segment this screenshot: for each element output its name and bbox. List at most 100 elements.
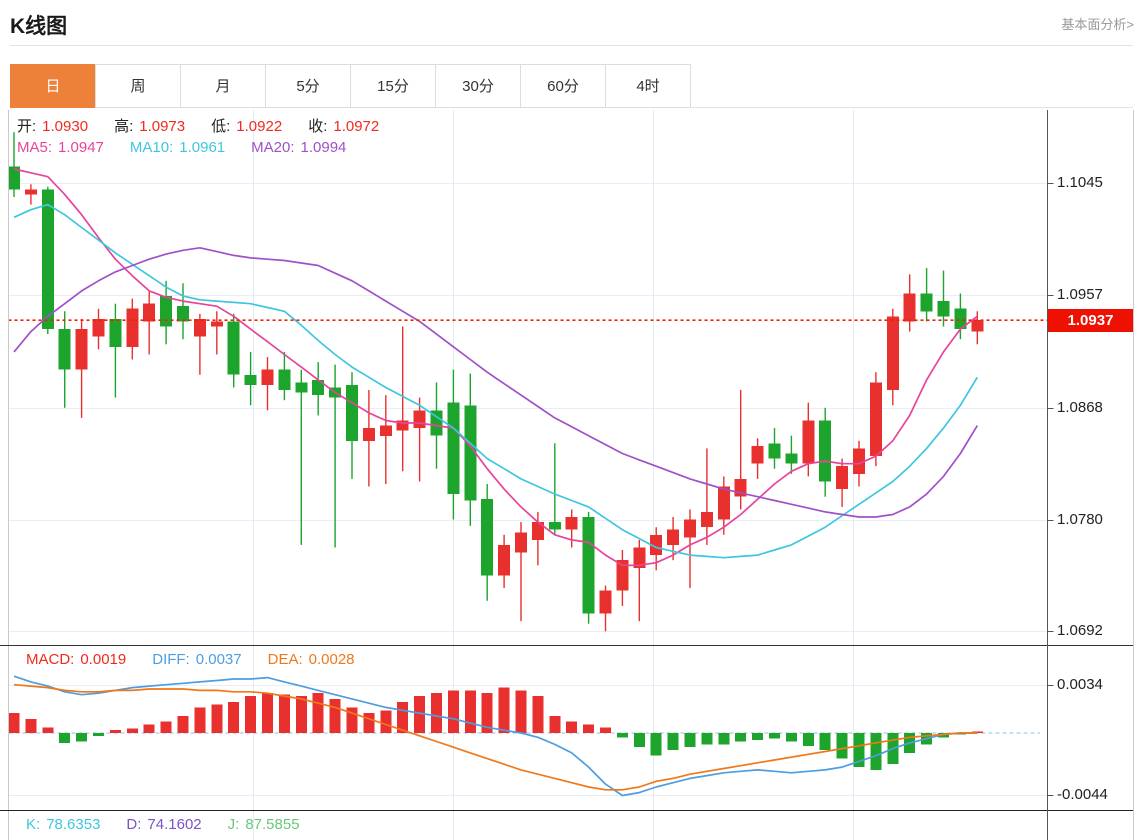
candle[interactable] <box>379 425 392 436</box>
candle[interactable] <box>582 517 595 614</box>
macd-bar[interactable] <box>76 733 88 742</box>
macd-bar[interactable] <box>262 693 273 733</box>
candle[interactable] <box>447 402 460 495</box>
candle[interactable] <box>362 428 375 441</box>
macd-bar[interactable] <box>819 733 831 750</box>
macd-bar[interactable] <box>464 690 476 733</box>
candle[interactable] <box>295 382 308 393</box>
macd-bar[interactable] <box>447 690 459 733</box>
fundamental-analysis-link[interactable]: 基本面分析> <box>1061 17 1134 32</box>
macd-bar[interactable] <box>25 718 37 733</box>
candle[interactable] <box>751 445 764 464</box>
macd-bar[interactable] <box>802 733 814 746</box>
macd-bar[interactable] <box>160 721 172 733</box>
tab-interval-6[interactable]: 60分 <box>520 64 606 108</box>
macd-bar[interactable] <box>109 730 121 733</box>
candle[interactable] <box>464 405 477 501</box>
candle[interactable] <box>903 293 916 322</box>
macd-bar[interactable] <box>177 716 189 733</box>
macd-bar[interactable] <box>295 696 307 733</box>
candle[interactable] <box>684 519 696 538</box>
candle[interactable] <box>244 374 257 385</box>
macd-bar[interactable] <box>346 707 358 733</box>
macd-bar[interactable] <box>785 733 797 742</box>
macd-bar[interactable] <box>583 724 595 734</box>
macd-bar[interactable] <box>549 716 561 733</box>
candle[interactable] <box>667 529 680 545</box>
candle[interactable] <box>616 560 629 591</box>
macd-bar[interactable] <box>93 733 104 736</box>
macd-bar[interactable] <box>853 733 865 768</box>
macd-bar[interactable] <box>380 710 392 733</box>
candle[interactable] <box>24 189 37 195</box>
macd-bar[interactable] <box>431 693 442 733</box>
macd-bar[interactable] <box>650 733 662 756</box>
macd-bar[interactable] <box>143 724 155 734</box>
candle[interactable] <box>396 420 409 431</box>
candle[interactable] <box>633 547 646 568</box>
macd-bar[interactable] <box>684 733 696 748</box>
candle[interactable] <box>160 296 173 327</box>
macd-bar[interactable] <box>532 696 544 733</box>
macd-bar[interactable] <box>566 721 578 733</box>
candle[interactable] <box>920 293 933 312</box>
candle[interactable] <box>853 448 865 474</box>
macd-bar[interactable] <box>836 733 848 759</box>
macd-bar[interactable] <box>329 698 341 733</box>
macd-bar[interactable] <box>600 727 611 733</box>
tab-interval-3[interactable]: 5分 <box>265 64 351 108</box>
candle[interactable] <box>193 318 206 337</box>
candle[interactable] <box>836 466 849 490</box>
tab-interval-5[interactable]: 30分 <box>435 64 521 108</box>
macd-bar[interactable] <box>363 713 375 733</box>
tab-interval-7[interactable]: 4时 <box>605 64 691 108</box>
candle[interactable] <box>143 303 156 322</box>
candle[interactable] <box>700 511 713 528</box>
candle[interactable] <box>717 486 730 520</box>
candle[interactable] <box>210 321 223 327</box>
macd-bar[interactable] <box>278 694 290 733</box>
macd-bar[interactable] <box>42 727 54 733</box>
macd-bar[interactable] <box>59 733 71 743</box>
candle[interactable] <box>971 320 984 332</box>
candle[interactable] <box>261 369 274 385</box>
candle[interactable] <box>177 306 189 322</box>
candle[interactable] <box>58 329 71 370</box>
candle[interactable] <box>126 308 139 347</box>
candle[interactable] <box>227 321 240 375</box>
macd-bar[interactable] <box>211 704 223 733</box>
tab-interval-2[interactable]: 月 <box>180 64 266 108</box>
candle[interactable] <box>650 534 663 556</box>
macd-bar[interactable] <box>735 733 747 742</box>
candle[interactable] <box>954 308 967 329</box>
candle[interactable] <box>430 410 443 436</box>
macd-bar[interactable] <box>245 696 257 733</box>
candle[interactable] <box>75 329 88 370</box>
macd-bar[interactable] <box>701 733 713 745</box>
tab-interval-4[interactable]: 15分 <box>350 64 436 108</box>
macd-bar[interactable] <box>769 733 780 739</box>
macd-bar[interactable] <box>616 733 628 738</box>
macd-bar[interactable] <box>312 693 324 733</box>
candle[interactable] <box>92 318 105 337</box>
candle[interactable] <box>565 517 578 530</box>
macd-bar[interactable] <box>752 733 764 741</box>
candle[interactable] <box>498 544 511 576</box>
candle[interactable] <box>869 382 882 457</box>
macd-bar[interactable] <box>515 690 527 733</box>
candle[interactable] <box>278 369 291 390</box>
candle[interactable] <box>886 316 899 390</box>
candle[interactable] <box>531 522 544 540</box>
candle[interactable] <box>548 522 561 530</box>
candle[interactable] <box>515 532 527 553</box>
macd-bar[interactable] <box>8 713 20 733</box>
macd-bar[interactable] <box>633 733 645 748</box>
tab-interval-0[interactable]: 日 <box>10 64 96 108</box>
macd-bar[interactable] <box>718 733 730 745</box>
macd-bar[interactable] <box>667 733 679 750</box>
macd-bar[interactable] <box>498 687 510 733</box>
candle[interactable] <box>768 443 781 459</box>
candle[interactable] <box>8 166 20 190</box>
candle[interactable] <box>481 499 494 576</box>
candle[interactable] <box>413 410 426 429</box>
